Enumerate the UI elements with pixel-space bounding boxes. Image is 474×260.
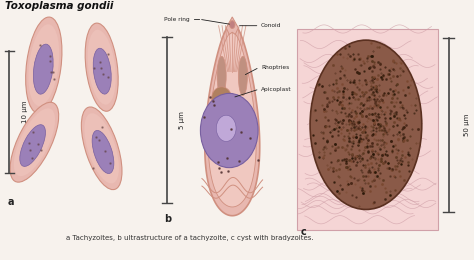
Ellipse shape xyxy=(238,56,247,96)
Ellipse shape xyxy=(28,24,59,106)
Text: a: a xyxy=(8,197,14,207)
Ellipse shape xyxy=(93,48,111,94)
Text: Toxoplasma gondii: Toxoplasma gondii xyxy=(5,1,113,11)
Polygon shape xyxy=(205,23,260,216)
Text: Apicoplast: Apicoplast xyxy=(261,87,292,92)
Ellipse shape xyxy=(217,56,226,96)
Text: 10 μm: 10 μm xyxy=(22,101,28,123)
Text: a Tachyzoites, b ultrastructure of a tachyzoite, c cyst with bradyzoites.: a Tachyzoites, b ultrastructure of a tac… xyxy=(66,235,314,241)
Ellipse shape xyxy=(216,115,236,141)
Text: b: b xyxy=(164,214,171,224)
Polygon shape xyxy=(226,17,238,34)
Ellipse shape xyxy=(14,108,55,176)
Ellipse shape xyxy=(85,23,118,111)
Circle shape xyxy=(229,21,235,29)
Bar xyxy=(298,29,438,230)
Ellipse shape xyxy=(82,107,122,190)
Ellipse shape xyxy=(310,40,422,210)
Ellipse shape xyxy=(33,44,53,94)
Ellipse shape xyxy=(84,113,119,184)
Ellipse shape xyxy=(10,102,59,182)
Ellipse shape xyxy=(201,93,258,168)
Text: Rhoptries: Rhoptries xyxy=(261,65,289,70)
Ellipse shape xyxy=(92,131,114,173)
Text: c: c xyxy=(301,227,307,237)
Text: Pole ring: Pole ring xyxy=(164,17,190,22)
Ellipse shape xyxy=(212,87,231,109)
Text: Conoid: Conoid xyxy=(261,23,282,28)
Ellipse shape xyxy=(20,125,46,166)
Ellipse shape xyxy=(88,30,116,105)
Polygon shape xyxy=(209,32,256,207)
Text: 5 μm: 5 μm xyxy=(179,111,185,128)
Text: 50 μm: 50 μm xyxy=(464,114,470,136)
Ellipse shape xyxy=(26,17,62,113)
